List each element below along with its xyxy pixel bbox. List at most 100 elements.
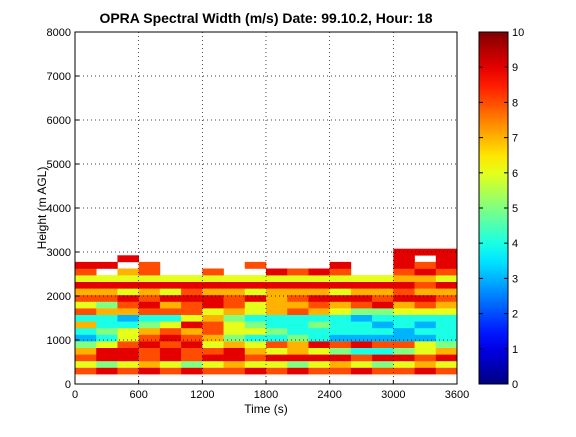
heatmap-cell <box>393 268 415 276</box>
heatmap-cell <box>287 347 309 355</box>
heatmap-cell <box>75 321 97 329</box>
heatmap-cell <box>202 314 224 322</box>
heatmap-cell <box>266 294 288 302</box>
heatmap-cell <box>96 275 118 282</box>
heatmap-cell <box>308 314 330 322</box>
heatmap-cell <box>414 334 437 342</box>
heatmap-cell <box>223 367 246 375</box>
heatmap-cell <box>414 354 437 362</box>
heatmap-cell <box>181 275 203 282</box>
heatmap-cell <box>308 268 330 276</box>
heatmap-cell <box>350 354 373 362</box>
heatmap-cell <box>96 288 118 296</box>
y-tick-label: 8000 <box>47 27 71 39</box>
heatmap-cell <box>266 367 288 375</box>
heatmap-cell <box>96 294 118 302</box>
heatmap-cell <box>96 281 118 289</box>
heatmap-cell <box>308 275 330 282</box>
heatmap-cell <box>393 314 415 322</box>
y-tick-label: 7000 <box>47 71 71 83</box>
heatmap-cell <box>435 327 458 335</box>
heatmap-cell <box>202 334 224 342</box>
heatmap-cell <box>181 301 203 309</box>
heatmap-cell <box>266 360 288 368</box>
heatmap-cell <box>181 334 203 342</box>
heatmap-cell <box>350 334 373 342</box>
heatmap-cell <box>75 314 97 322</box>
heatmap-cell <box>202 360 224 368</box>
heatmap-cell <box>202 275 224 282</box>
heatmap-cell <box>75 275 97 282</box>
heatmap-cell <box>287 321 309 329</box>
heatmap-cell <box>372 301 394 309</box>
heatmap-cell <box>75 360 97 368</box>
heatmap-cell <box>329 281 352 289</box>
heatmap-cell <box>223 347 246 355</box>
x-tick-label: 3000 <box>381 389 405 401</box>
heatmap-cell <box>287 281 309 289</box>
heatmap-cell <box>435 334 458 342</box>
heatmap-cell <box>435 248 458 256</box>
heatmap-cell <box>96 327 118 335</box>
heatmap-cell <box>266 334 288 342</box>
heatmap-cell <box>435 294 458 302</box>
heatmap-cell <box>244 354 267 362</box>
heatmap-cell <box>181 314 203 322</box>
heatmap-cell <box>96 360 118 368</box>
heatmap-cell <box>372 275 394 282</box>
heatmap-cell <box>159 275 182 282</box>
heatmap-cell <box>350 341 373 348</box>
heatmap-cell <box>393 288 415 296</box>
heatmap-cell <box>329 275 352 282</box>
heatmap-cell <box>244 308 267 315</box>
heatmap-cell <box>287 301 309 309</box>
heatmap-cell <box>435 261 458 269</box>
heatmap-cell <box>202 281 224 289</box>
heatmap-cell <box>266 347 288 355</box>
heatmap-cell <box>117 327 139 335</box>
heatmap-cell <box>414 327 437 335</box>
heatmap-cell <box>244 360 267 368</box>
colorbar-tick-label: 3 <box>512 273 518 285</box>
y-tick-label: 4000 <box>47 203 71 215</box>
heatmap-cell <box>308 308 330 315</box>
y-tick-label: 5000 <box>47 159 71 171</box>
heatmap-cell <box>223 360 246 368</box>
heatmap-cell <box>138 360 161 368</box>
heatmap-cell <box>159 294 182 302</box>
colorbar-scale <box>478 31 509 385</box>
y-tick-label: 3000 <box>47 247 71 259</box>
heatmap-cell <box>96 314 118 322</box>
heatmap-cell <box>117 301 139 309</box>
heatmap-cell <box>159 341 182 348</box>
heatmap-cell <box>138 275 161 282</box>
heatmap-cell <box>308 301 330 309</box>
heatmap-cell <box>223 314 246 322</box>
heatmap-cell <box>414 347 437 355</box>
x-tick-label: 3600 <box>445 389 469 401</box>
heatmap-cell <box>308 334 330 342</box>
heatmap-cell <box>350 275 373 282</box>
heatmap-cell <box>138 268 161 276</box>
heatmap-cell <box>329 341 352 348</box>
heatmap-cell <box>414 301 437 309</box>
heatmap-cell <box>350 288 373 296</box>
heatmap-cell <box>138 327 161 335</box>
colorbar-tick-label: 1 <box>512 344 518 356</box>
heatmap-cell <box>287 288 309 296</box>
heatmap-cell <box>372 314 394 322</box>
y-tick-label: 2000 <box>47 291 71 303</box>
colorbar-tick-label: 10 <box>512 27 524 39</box>
heatmap-cell <box>117 360 139 368</box>
heatmap-cell <box>96 301 118 309</box>
colorbar <box>478 31 509 385</box>
heatmap-cell <box>435 314 458 322</box>
heatmap-cell <box>181 341 203 348</box>
heatmap-cell <box>435 354 458 362</box>
heatmap-cell <box>329 301 352 309</box>
heatmap-cell <box>117 288 139 296</box>
heatmap-cell <box>266 288 288 296</box>
heatmap-cell <box>138 354 161 362</box>
heatmap-cell <box>329 327 352 335</box>
heatmap-cell <box>223 275 246 282</box>
